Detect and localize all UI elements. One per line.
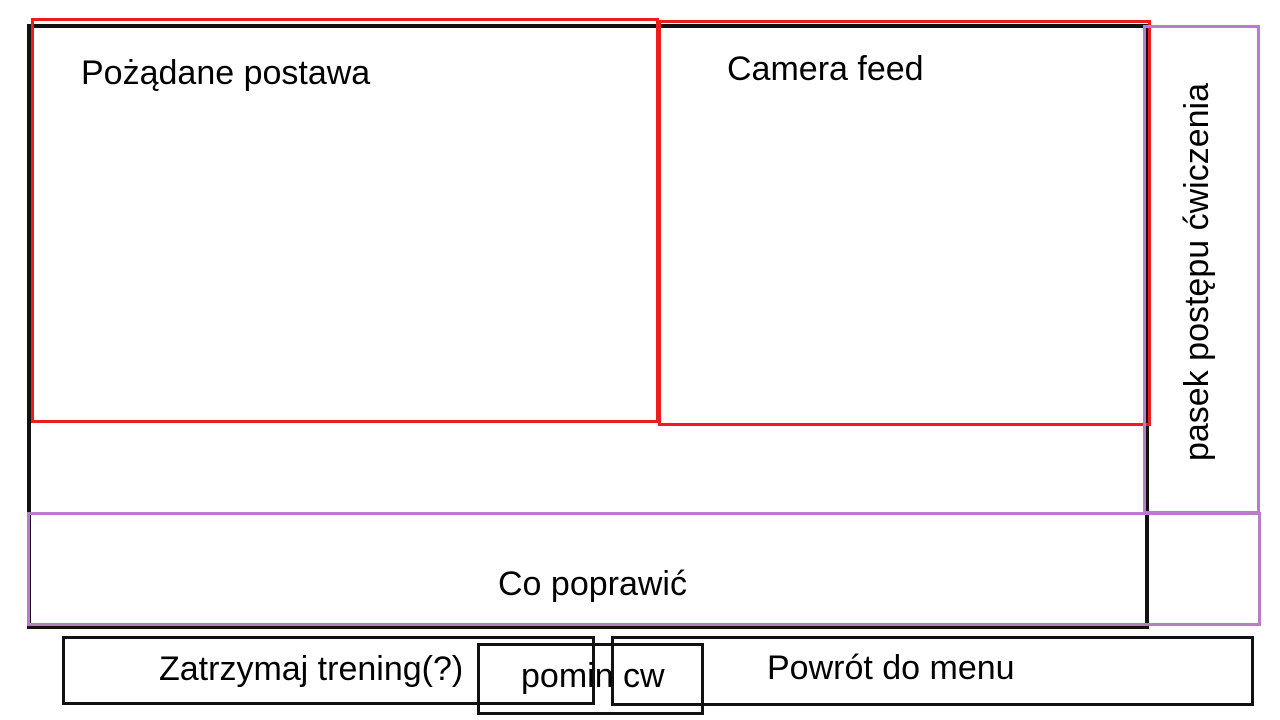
camera-feed-panel: [658, 20, 1151, 426]
desired-pose-panel: [31, 18, 659, 423]
corrections-title: Co poprawić: [498, 565, 687, 603]
corrections-panel: [27, 512, 1261, 626]
back-to-menu-label: Powrót do menu: [767, 649, 1015, 687]
pause-training-label: Zatrzymaj trening(?): [159, 650, 464, 688]
back-to-menu-button[interactable]: [611, 636, 1254, 706]
desired-pose-title: Pożądane postawa: [81, 54, 371, 92]
skip-exercise-label: pomin cw: [521, 657, 665, 695]
pause-training-button[interactable]: [62, 636, 595, 705]
main-frame: [27, 24, 1149, 629]
skip-exercise-button[interactable]: [477, 643, 704, 715]
exercise-progress-title: pasek postępu ćwiczenia: [1178, 82, 1216, 462]
camera-feed-title: Camera feed: [727, 50, 924, 88]
